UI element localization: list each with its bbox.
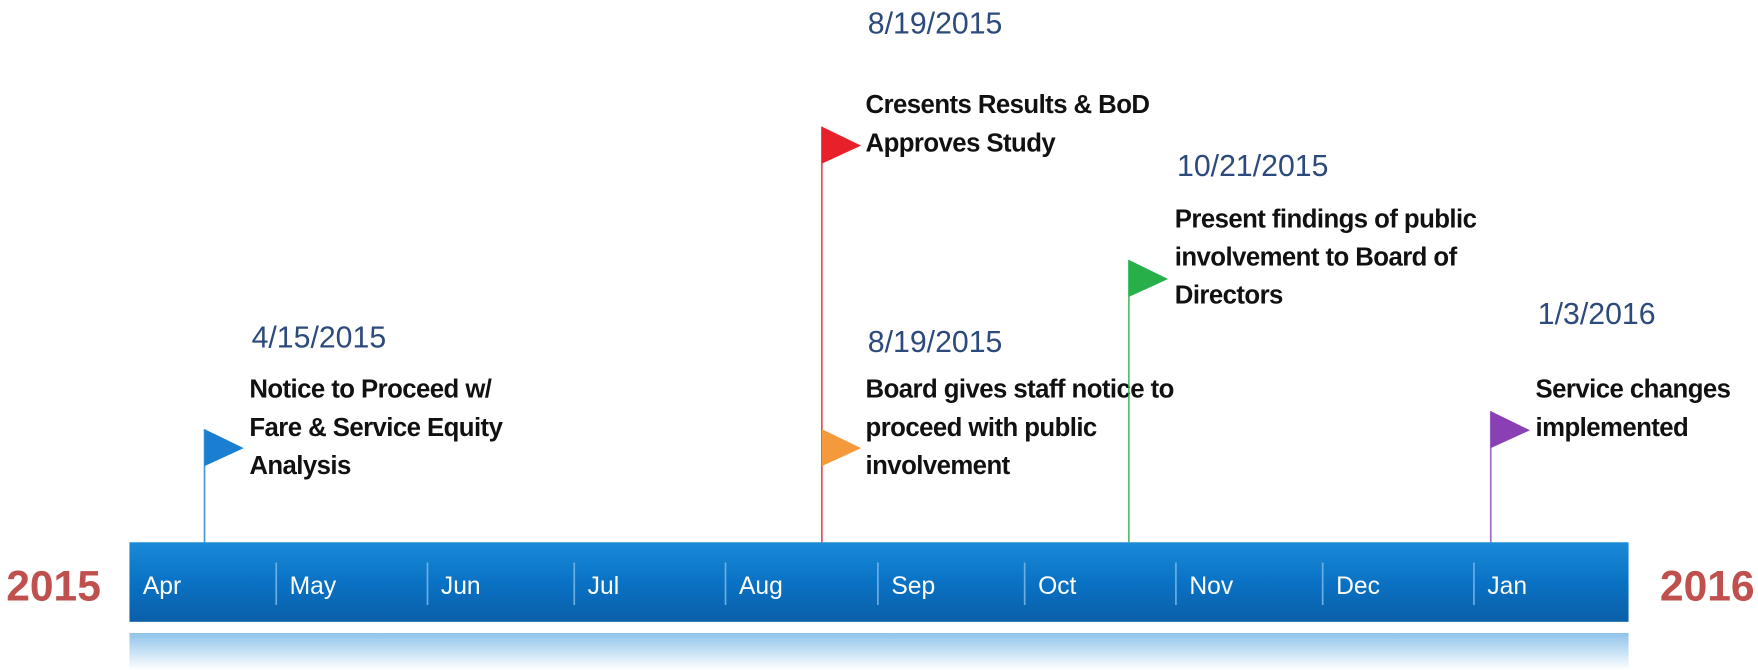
event-label: involvement [866, 452, 1011, 480]
event-date: 8/19/2015 [868, 8, 1003, 41]
event-label: Cresents Results & BoD [866, 91, 1150, 119]
month-label: Dec [1336, 573, 1380, 600]
event-label: Approves Study [866, 129, 1057, 157]
event-label: Directors [1175, 282, 1283, 310]
event-label: Analysis [249, 452, 351, 480]
event-label: implemented [1536, 414, 1689, 442]
flag [821, 429, 862, 467]
month-label: Jun [441, 573, 481, 600]
flag [821, 126, 862, 164]
event-date: 4/15/2015 [252, 321, 387, 354]
month-label: Apr [143, 573, 181, 600]
event-date: 8/19/2015 [868, 326, 1003, 359]
flag [204, 429, 244, 467]
event-label: Service changes [1536, 376, 1731, 404]
flag [1490, 411, 1530, 449]
month-label: Oct [1038, 573, 1076, 600]
event-label: involvement to Board of [1175, 244, 1458, 272]
start-year: 2015 [6, 563, 101, 611]
event-label: proceed with public [866, 414, 1097, 442]
month-label: Nov [1189, 573, 1233, 600]
month-label: Jul [588, 573, 619, 600]
flag [1128, 259, 1169, 297]
event-date: 10/21/2015 [1177, 150, 1328, 183]
event-label: Notice to Proceed w/ [249, 376, 491, 404]
month-label: Sep [891, 573, 935, 600]
event-label: Board gives staff notice to [866, 376, 1174, 404]
end-year: 2016 [1660, 563, 1755, 611]
event-label: Present findings of public [1175, 205, 1477, 233]
month-label: Aug [739, 573, 783, 600]
event-date: 1/3/2016 [1538, 298, 1656, 331]
bar-reflection [129, 633, 1629, 670]
event-label: Fare & Service Equity [249, 414, 503, 442]
month-label: May [290, 573, 337, 600]
timeline-bar [129, 542, 1629, 622]
month-label: Jan [1487, 573, 1527, 600]
